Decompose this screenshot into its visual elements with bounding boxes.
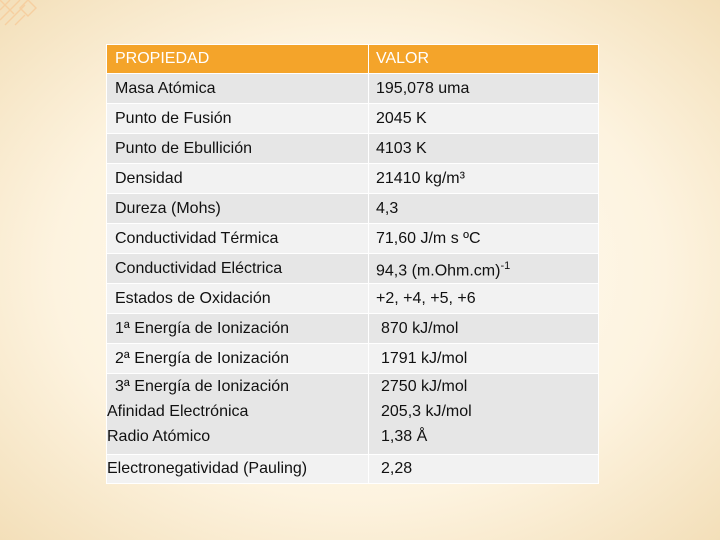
property-line: 3ª Energía de Ionización (115, 378, 290, 395)
value-cell: 870 kJ/mol (368, 313, 599, 344)
table-row: 1ª Energía de Ionización 870 kJ/mol (106, 313, 599, 344)
table-row: Electronegatividad (Pauling) 2,28 (106, 454, 599, 484)
property-cell: Electronegatividad (Pauling) (106, 454, 369, 484)
value-cell: 21410 kg/m³ (368, 163, 599, 194)
value-cell: 1791 kJ/mol (368, 343, 599, 374)
value-line: 205,3 kJ/mol (381, 403, 472, 420)
table-row: 3ª Energía de Ionización Afinidad Electr… (106, 373, 599, 455)
property-cell: Densidad (106, 163, 369, 194)
value-cell: 4103 K (368, 133, 599, 164)
table-row: Masa Atómica 195,078 uma (106, 73, 599, 104)
property-cell: Estados de Oxidación (106, 283, 369, 314)
property-cell: 2ª Energía de Ionización (106, 343, 369, 374)
table-row: 2ª Energía de Ionización 1791 kJ/mol (106, 343, 599, 374)
property-cell: Dureza (Mohs) (106, 193, 369, 224)
value-cell: 2045 K (368, 103, 599, 134)
table-row: Dureza (Mohs) 4,3 (106, 193, 599, 224)
table-row: Conductividad Eléctrica 94,3 (m.Ohm.cm)-… (106, 253, 599, 284)
table-row: Conductividad Térmica 71,60 J/m s ºC (106, 223, 599, 254)
value-cell: 2750 kJ/mol 205,3 kJ/mol 1,38 Å (368, 373, 599, 455)
value-text: 94,3 (m.Ohm.cm) (376, 262, 501, 280)
value-superscript: -1 (500, 259, 511, 272)
value-line: 1,38 Å (381, 428, 428, 445)
table-row: Punto de Ebullición 4103 K (106, 133, 599, 164)
table-row: Estados de Oxidación +2, +4, +5, +6 (106, 283, 599, 314)
value-cell: 4,3 (368, 193, 599, 224)
table-row: Densidad 21410 kg/m³ (106, 163, 599, 194)
property-cell: Masa Atómica (106, 73, 369, 104)
property-cell: Punto de Ebullición (106, 133, 369, 164)
value-cell: +2, +4, +5, +6 (368, 283, 599, 314)
header-property: PROPIEDAD (106, 44, 369, 74)
table-row: Punto de Fusión 2045 K (106, 103, 599, 134)
value-line: 2750 kJ/mol (381, 378, 468, 395)
value-cell: 94,3 (m.Ohm.cm)-1 (368, 253, 599, 284)
header-value: VALOR (368, 44, 599, 74)
property-line: Radio Atómico (107, 428, 211, 445)
table-header-row: PROPIEDAD VALOR (106, 44, 599, 74)
property-line: Afinidad Electrónica (107, 403, 249, 420)
property-cell: Conductividad Térmica (106, 223, 369, 254)
value-cell: 2,28 (368, 454, 599, 484)
property-cell: Conductividad Eléctrica (106, 253, 369, 284)
value-cell: 195,078 uma (368, 73, 599, 104)
value-cell: 71,60 J/m s ºC (368, 223, 599, 254)
properties-table: PROPIEDAD VALOR Masa Atómica 195,078 uma… (106, 44, 599, 484)
property-cell: 1ª Energía de Ionización (106, 313, 369, 344)
property-cell: Punto de Fusión (106, 103, 369, 134)
property-cell: 3ª Energía de Ionización Afinidad Electr… (106, 373, 369, 455)
